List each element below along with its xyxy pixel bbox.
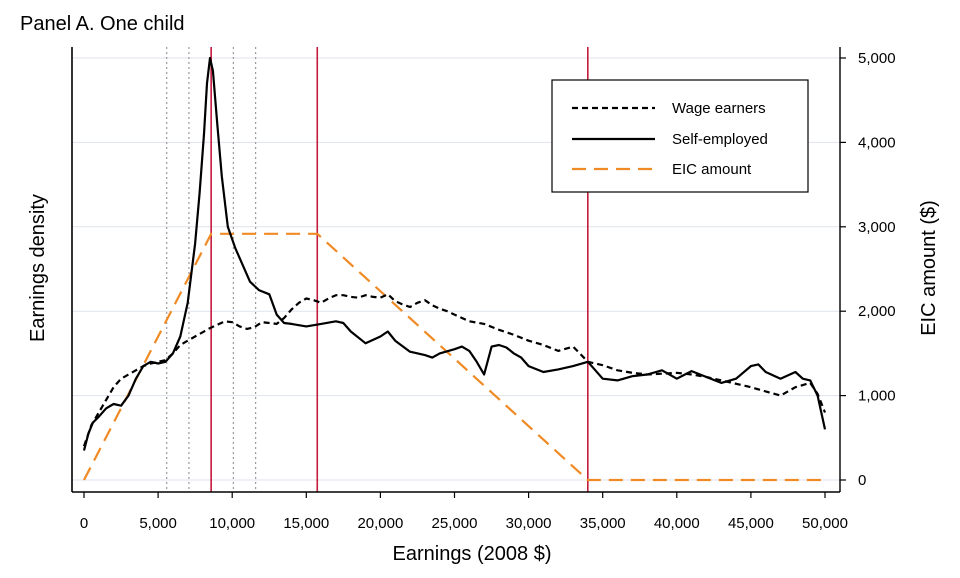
x-tick-label: 50,000 <box>802 515 848 532</box>
x-tick-label: 0 <box>80 515 88 532</box>
x-axis-title: Earnings (2008 $) <box>393 543 552 565</box>
x-tick-label: 35,000 <box>580 515 626 532</box>
legend-label-wage-earners: Wage earners <box>672 100 766 117</box>
x-tick-label: 25,000 <box>432 515 478 532</box>
plot-frame <box>71 47 841 493</box>
x-tick-label: 10,000 <box>209 515 255 532</box>
x-tick-label: 20,000 <box>357 515 403 532</box>
legend: Wage earners Self-employed EIC amount <box>551 79 809 193</box>
x-tick-label: 15,000 <box>283 515 329 532</box>
series-lines <box>82 56 827 482</box>
eic-amount-line <box>83 232 825 482</box>
y-tick-label: 0 <box>858 472 866 489</box>
x-axis: 0 5,000 10,000 15,000 20,000 25,000 30,000 35,0… <box>80 492 848 532</box>
dotted-reference-lines <box>166 47 257 492</box>
y-tick-label: 4,000 <box>858 134 896 151</box>
legend-box <box>551 79 809 193</box>
right-y-axis-title: EIC amount ($) <box>918 200 940 336</box>
gridlines <box>72 57 840 481</box>
y-tick-label: 5,000 <box>858 50 896 67</box>
panel-title: Panel A. One child <box>20 13 185 35</box>
right-y-axis: 0 1,000 2,000 3,000 4,000 5,000 <box>840 50 896 489</box>
legend-label-self-employed: Self-employed <box>672 131 768 148</box>
self-employed-line <box>82 56 827 451</box>
x-tick-label: 30,000 <box>506 515 552 532</box>
x-tick-label: 40,000 <box>654 515 700 532</box>
left-y-axis-title: Earnings density <box>27 194 49 342</box>
legend-label-eic-amount: EIC amount <box>672 161 752 178</box>
x-tick-label: 5,000 <box>139 515 177 532</box>
wage-earners-line <box>82 293 827 447</box>
y-tick-label: 2,000 <box>858 303 896 320</box>
y-tick-label: 3,000 <box>858 219 896 236</box>
x-tick-label: 45,000 <box>728 515 774 532</box>
y-tick-label: 1,000 <box>858 388 896 405</box>
